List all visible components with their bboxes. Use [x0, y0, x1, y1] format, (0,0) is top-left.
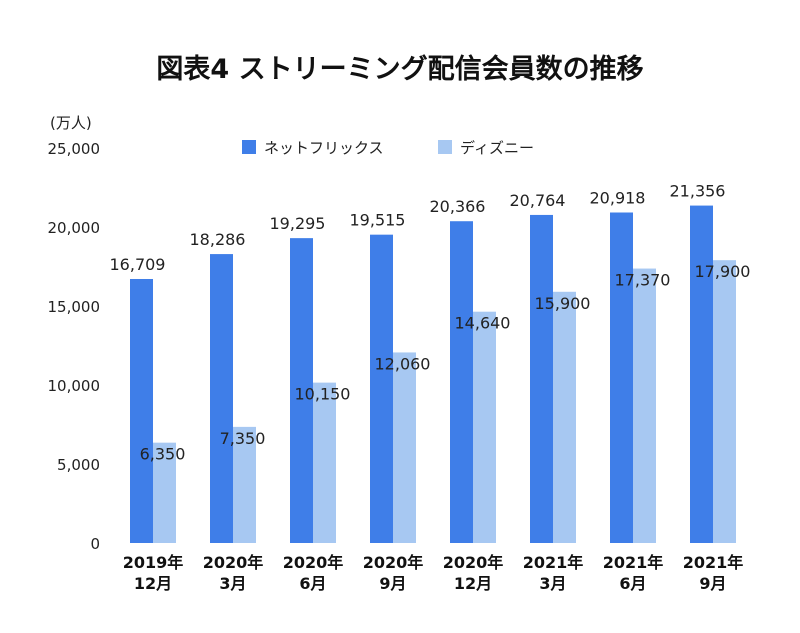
data-label-netflix: 20,918: [590, 188, 646, 207]
bar-netflix: [690, 205, 713, 543]
data-label-netflix: 18,286: [190, 230, 246, 249]
data-label-disney: 7,350: [220, 429, 266, 448]
legend-label-netflix: ネットフリックス: [264, 139, 384, 157]
x-tick-label: 2021年 3月: [523, 553, 584, 593]
bar-disney: [393, 352, 416, 543]
data-label-netflix: 19,295: [270, 214, 326, 233]
data-label-disney: 10,150: [295, 385, 351, 404]
bar-disney: [473, 311, 496, 543]
bar-netflix: [130, 278, 153, 543]
data-label-disney: 14,640: [455, 314, 511, 333]
x-tick-label: 2020年 9月: [363, 553, 424, 593]
x-tick-label: 2021年 9月: [683, 553, 744, 593]
y-tick-label: 25,000: [48, 140, 101, 158]
bar-disney: [633, 268, 656, 543]
bar-netflix: [450, 221, 473, 543]
bar-netflix: [530, 214, 553, 543]
data-label-disney: 17,900: [695, 262, 751, 281]
legend-label-disney: ディズニー: [460, 139, 534, 157]
data-label-netflix: 21,356: [670, 182, 726, 201]
data-labels: 16,709 18,286 19,295 19,515 20,366 20,764 20,9…: [110, 182, 751, 464]
y-tick-label: 10,000: [48, 377, 101, 395]
data-label-disney: 17,370: [615, 271, 671, 290]
y-tick-label: 15,000: [48, 298, 101, 316]
bar-disney: [713, 260, 736, 543]
bar-netflix: [290, 238, 313, 543]
bar-disney: [233, 426, 256, 543]
data-label-netflix: 20,764: [510, 191, 566, 210]
bar-netflix: [370, 234, 393, 543]
chart-title: 図表4 ストリーミング配信会員数の推移: [156, 53, 643, 85]
data-label-disney: 12,060: [375, 354, 431, 373]
bar-disney: [313, 382, 336, 543]
legend-swatch-disney: [438, 140, 452, 154]
bar-netflix: [610, 212, 633, 543]
x-axis: 2019年 12月 2020年 3月 2020年 6月 2020年 9月 2020年 12月 202…: [123, 553, 744, 593]
data-label-netflix: 19,515: [350, 211, 406, 230]
bar-netflix: [210, 254, 233, 543]
bar-disney: [553, 291, 576, 543]
data-label-netflix: 16,709: [110, 255, 166, 274]
y-tick-label: 5,000: [57, 456, 100, 474]
y-axis-unit-label: (万人): [50, 114, 92, 132]
bars: [130, 205, 736, 543]
data-label-disney: 15,900: [535, 294, 591, 313]
y-axis: 0 5,000 10,000 15,000 20,000 25,000: [48, 140, 101, 553]
y-tick-label: 20,000: [48, 219, 101, 237]
x-tick-label: 2020年 12月: [443, 553, 504, 593]
bar-disney: [153, 442, 176, 543]
y-tick-label: 0: [90, 535, 100, 553]
legend-swatch-netflix: [242, 140, 256, 154]
x-tick-label: 2020年 6月: [283, 553, 344, 593]
data-label-netflix: 20,366: [430, 197, 486, 216]
x-tick-label: 2020年 3月: [203, 553, 264, 593]
x-tick-label: 2019年 12月: [123, 553, 184, 593]
data-label-disney: 6,350: [140, 445, 186, 464]
x-tick-label: 2021年 6月: [603, 553, 664, 593]
legend: ネットフリックス ディズニー: [242, 139, 534, 157]
